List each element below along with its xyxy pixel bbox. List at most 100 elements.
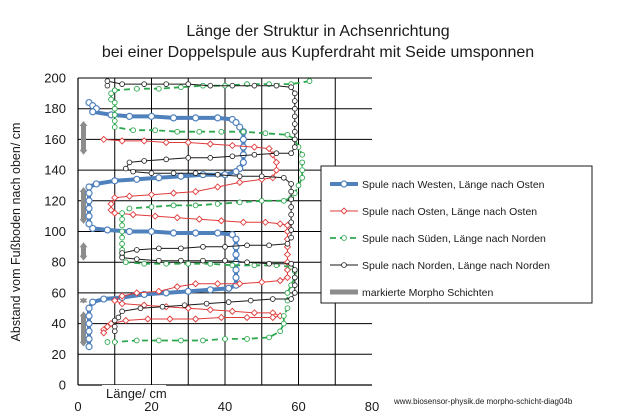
data-point	[133, 289, 141, 297]
data-point	[228, 307, 236, 315]
data-point	[299, 174, 306, 181]
legend-entry-4: Spule nach Norden, Länge nach Norden	[330, 260, 550, 272]
data-point	[217, 313, 225, 322]
data-point	[173, 214, 181, 222]
data-point	[147, 191, 156, 199]
data-point	[184, 287, 192, 295]
data-point	[111, 317, 118, 324]
y-tick-labels: 0 20 40 60 80 100 120 140 160 180 200	[44, 71, 66, 393]
data-point	[236, 199, 243, 206]
data-point	[214, 229, 222, 237]
data-point	[111, 124, 118, 130]
data-point	[214, 183, 222, 191]
data-point	[222, 244, 228, 250]
data-point	[222, 336, 228, 342]
data-point	[258, 197, 265, 204]
data-point	[119, 240, 125, 247]
data-point	[134, 256, 140, 262]
data-point	[192, 202, 199, 209]
data-point	[273, 150, 280, 157]
data-point	[85, 189, 93, 197]
chart-title: Länge der Struktur in Achsenrichtung	[186, 23, 449, 40]
data-point	[292, 282, 298, 289]
data-point	[195, 215, 203, 223]
y-tick-label: 100	[44, 224, 66, 239]
data-point	[269, 174, 277, 182]
data-point	[288, 234, 294, 241]
data-point	[85, 183, 93, 191]
data-point	[130, 127, 136, 134]
data-point	[156, 337, 162, 344]
data-point	[108, 96, 114, 103]
data-point	[85, 212, 93, 220]
data-point	[214, 171, 221, 178]
data-point	[163, 81, 170, 87]
morpho-layer-3	[79, 242, 88, 261]
data-point	[239, 135, 247, 143]
data-point	[244, 242, 250, 249]
data-point	[85, 327, 93, 335]
data-point	[200, 337, 206, 344]
data-point	[340, 207, 348, 215]
data-point	[181, 302, 188, 308]
data-point	[239, 151, 247, 159]
data-point	[280, 320, 287, 327]
data-point	[340, 180, 348, 188]
data-point	[111, 105, 118, 112]
data-point	[288, 84, 294, 91]
data-point	[119, 210, 125, 216]
data-point	[232, 243, 240, 251]
data-point	[280, 197, 287, 204]
data-point	[203, 300, 210, 307]
data-point	[170, 202, 177, 209]
data-point	[206, 286, 214, 294]
data-point	[288, 150, 294, 157]
data-point	[272, 166, 281, 174]
data-point	[111, 328, 118, 335]
data-point	[156, 257, 162, 264]
legend: Spule nach Westen, Länge nach Osten Spule…	[320, 165, 593, 304]
data-point	[258, 278, 266, 286]
data-point	[122, 165, 129, 172]
data-point	[247, 297, 254, 304]
data-point	[151, 212, 159, 220]
data-point	[104, 82, 111, 89]
data-point	[288, 296, 294, 302]
data-point	[206, 306, 214, 314]
data-point	[191, 315, 200, 323]
data-point	[236, 123, 244, 131]
data-point	[225, 284, 233, 292]
data-point	[207, 260, 214, 267]
series-4	[104, 78, 298, 335]
data-point	[122, 259, 129, 266]
data-point	[207, 155, 214, 161]
morpho-layer-1	[79, 120, 88, 155]
data-point	[162, 138, 170, 147]
data-point	[156, 85, 162, 92]
data-point	[85, 312, 93, 320]
data-point	[125, 112, 134, 120]
data-point	[236, 280, 244, 288]
data-point	[232, 118, 240, 127]
data-point	[155, 287, 163, 296]
data-point	[115, 314, 122, 321]
data-point	[250, 309, 259, 317]
x-tick-label: 0	[74, 399, 81, 414]
data-point	[144, 315, 152, 323]
data-point	[207, 82, 214, 89]
data-point	[85, 204, 93, 213]
data-point	[162, 289, 170, 297]
data-point	[232, 273, 240, 282]
data-point	[229, 262, 236, 269]
data-point	[206, 140, 214, 148]
footer-credit: www.biosensor-physik.de morpho-schicht-d…	[393, 397, 573, 406]
series-layer	[85, 78, 313, 351]
data-point	[155, 174, 163, 182]
data-point	[292, 128, 298, 135]
data-point	[126, 159, 133, 166]
data-point	[191, 280, 200, 288]
data-point	[292, 290, 298, 296]
data-point	[292, 98, 298, 104]
data-point	[178, 245, 184, 252]
data-point	[299, 151, 306, 158]
